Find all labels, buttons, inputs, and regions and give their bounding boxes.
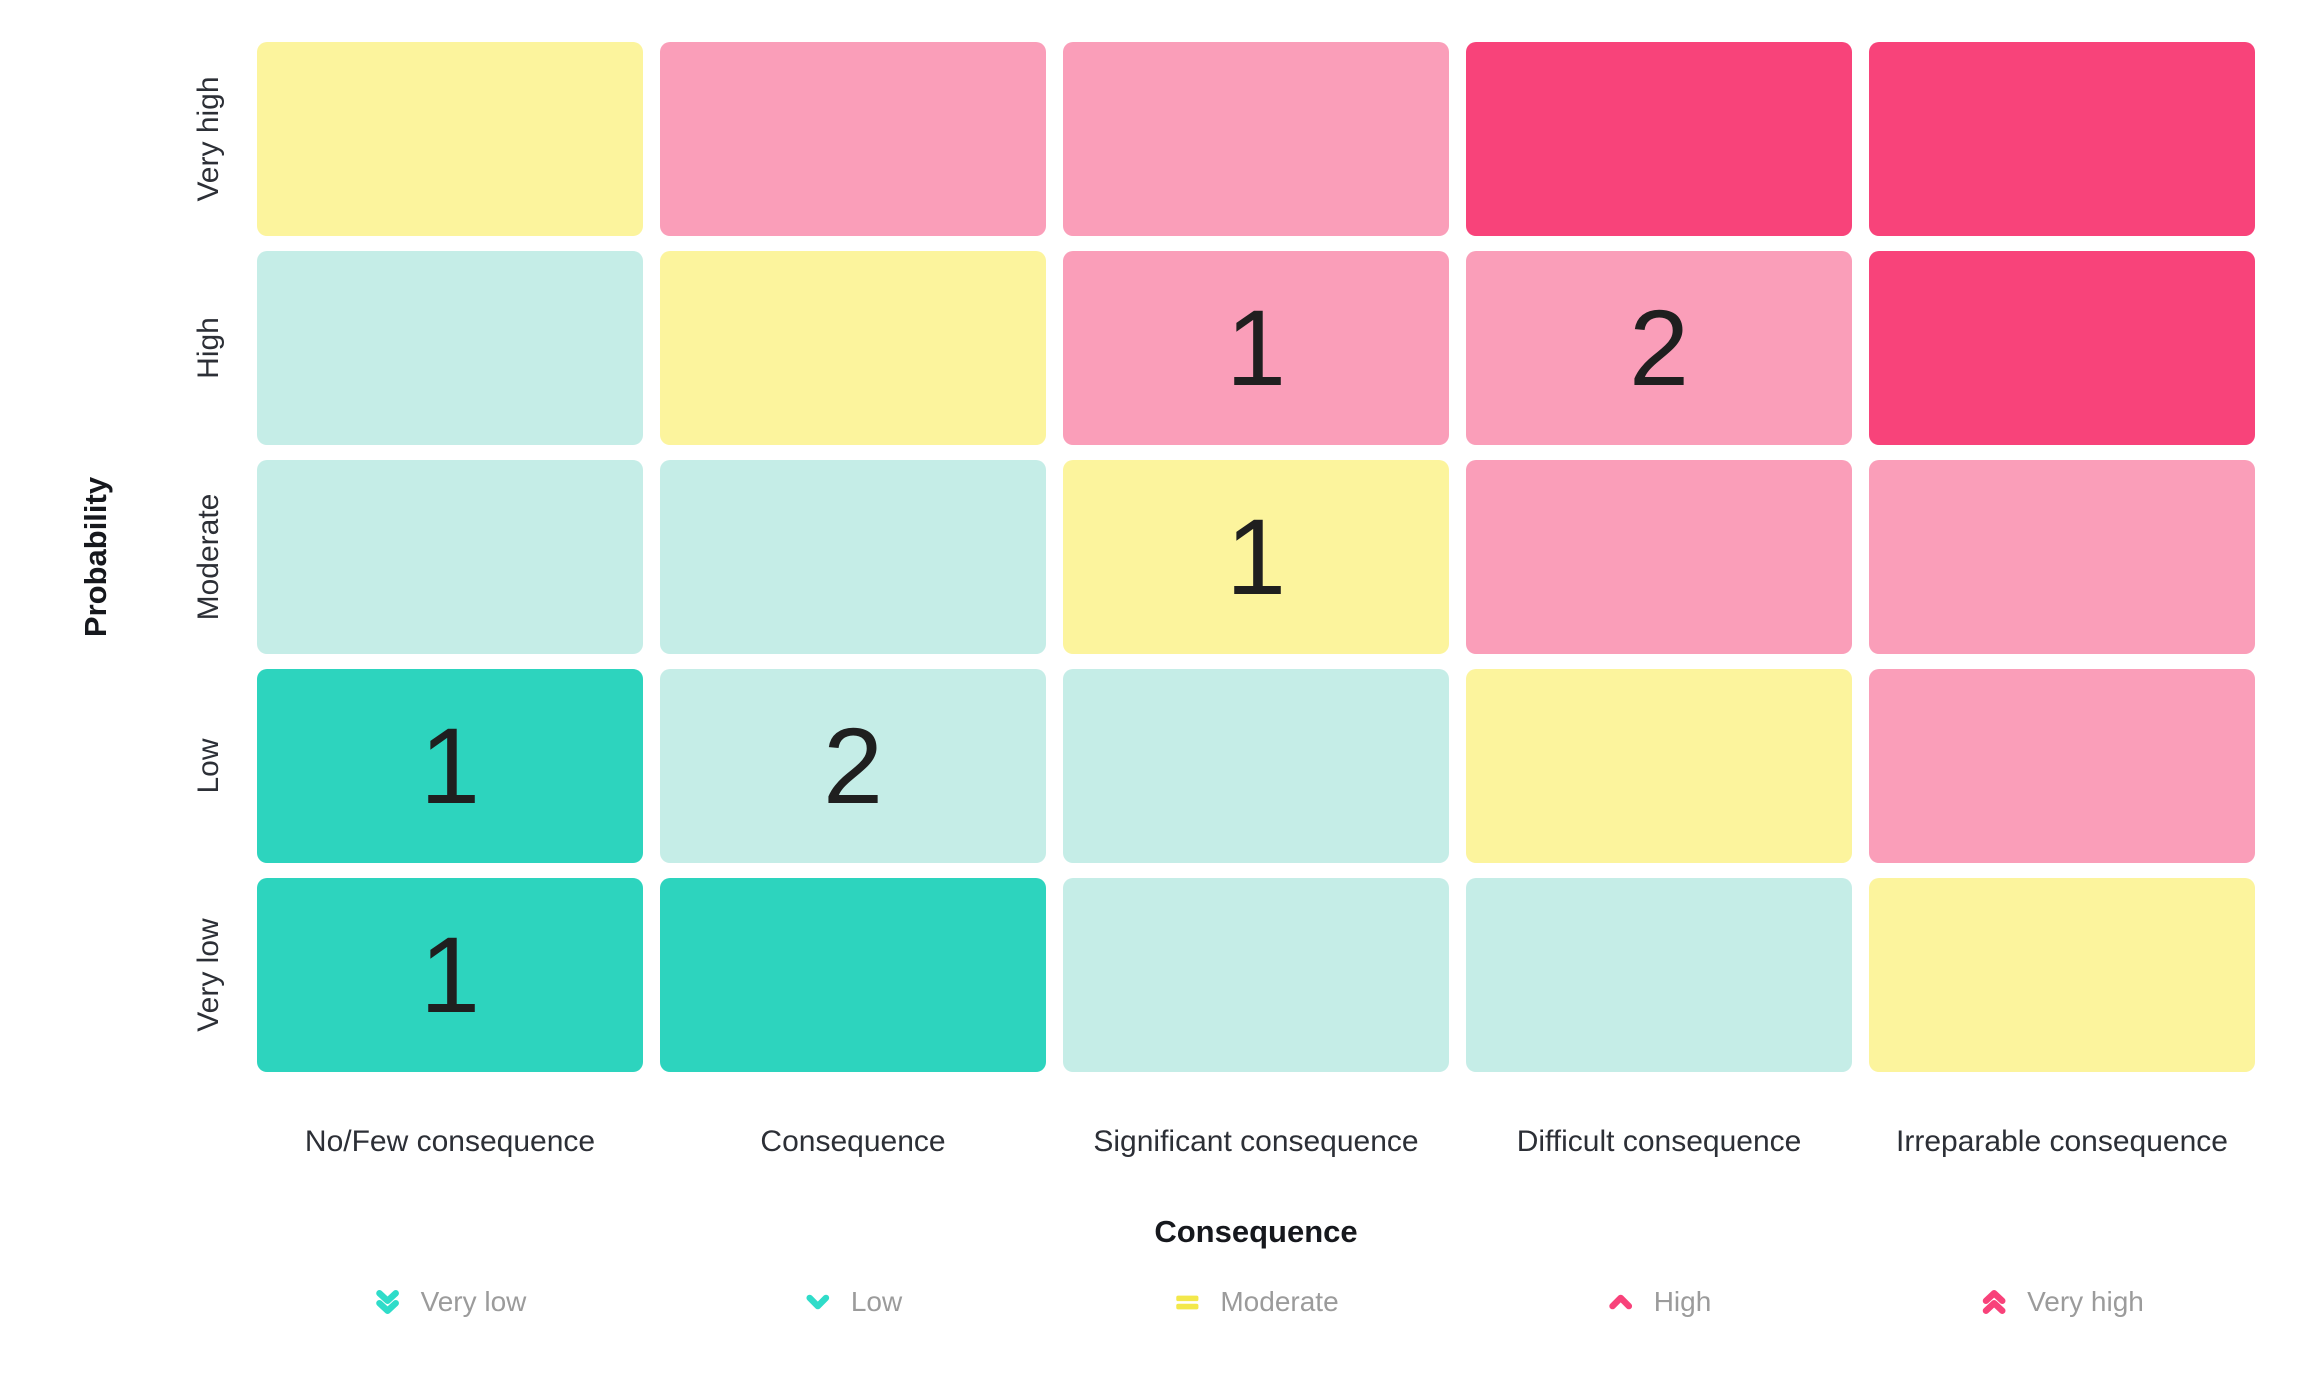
y-tick-low: Low xyxy=(192,738,225,794)
matrix-cell[interactable] xyxy=(1466,42,1852,236)
matrix-cell[interactable] xyxy=(1869,878,2255,1072)
matrix-cell[interactable] xyxy=(1869,460,2255,654)
double-chevron-down-icon xyxy=(376,1290,399,1314)
matrix-cell[interactable]: 1 xyxy=(257,669,643,863)
legend-item-moderate[interactable]: Moderate xyxy=(1173,1286,1339,1318)
matrix-cell[interactable] xyxy=(1466,669,1852,863)
matrix-cell[interactable] xyxy=(1869,669,2255,863)
matrix-cell[interactable] xyxy=(1466,878,1852,1072)
x-tick-significant-consequence: Significant consequence xyxy=(1093,1125,1419,1158)
matrix-cell[interactable] xyxy=(1063,42,1449,236)
x-axis-title: Consequence xyxy=(1154,1214,1358,1249)
y-axis-title: Probability xyxy=(78,476,113,638)
matrix-cell[interactable]: 1 xyxy=(1063,251,1449,445)
y-tick-very-high: Very high xyxy=(192,76,225,202)
matrix-cell[interactable] xyxy=(660,42,1046,236)
matrix-cell[interactable] xyxy=(1063,669,1449,863)
legend-label: Very low xyxy=(420,1286,527,1317)
y-tick-very-low: Very low xyxy=(192,918,225,1032)
x-tick-consequence: Consequence xyxy=(760,1125,946,1158)
matrix-cell[interactable] xyxy=(1869,251,2255,445)
double-chevron-up-icon xyxy=(1982,1290,2006,1314)
legend-label: Moderate xyxy=(1220,1286,1339,1317)
matrix-cell[interactable] xyxy=(660,460,1046,654)
matrix-cell[interactable] xyxy=(660,878,1046,1072)
matrix-cell[interactable] xyxy=(257,251,643,445)
matrix-cell[interactable] xyxy=(1869,42,2255,236)
matrix-cell[interactable]: 1 xyxy=(1063,460,1449,654)
equals-icon xyxy=(1176,1295,1199,1310)
matrix-cell[interactable] xyxy=(1063,878,1449,1072)
legend-label: Low xyxy=(850,1286,903,1317)
legend-item-high[interactable]: High xyxy=(1607,1286,1712,1318)
matrix-cell[interactable]: 1 xyxy=(257,878,643,1072)
legend-label: High xyxy=(1653,1286,1712,1317)
x-tick-no-few-consequence: No/Few consequence xyxy=(304,1125,596,1158)
matrix-cell[interactable] xyxy=(257,42,643,236)
chevron-up-icon xyxy=(1609,1294,1633,1310)
y-tick-high: High xyxy=(192,317,225,379)
x-tick-irreparable-consequence: Irreparable consequence xyxy=(1896,1125,2228,1158)
matrix-cell[interactable]: 2 xyxy=(1466,251,1852,445)
legend-item-low[interactable]: Low xyxy=(804,1286,902,1318)
matrix-cell[interactable]: 2 xyxy=(660,669,1046,863)
matrix-cell[interactable] xyxy=(1466,460,1852,654)
legend-item-very-low[interactable]: Very low xyxy=(374,1286,527,1318)
y-tick-moderate: Moderate xyxy=(192,493,225,621)
matrix-cell[interactable] xyxy=(257,460,643,654)
chevron-down-icon xyxy=(806,1294,830,1310)
legend-label: Very high xyxy=(2027,1286,2144,1317)
matrix-cell[interactable] xyxy=(660,251,1046,445)
legend-item-very-high[interactable]: Very high xyxy=(1980,1286,2144,1318)
x-tick-difficult-consequence: Difficult consequence xyxy=(1516,1125,1802,1158)
